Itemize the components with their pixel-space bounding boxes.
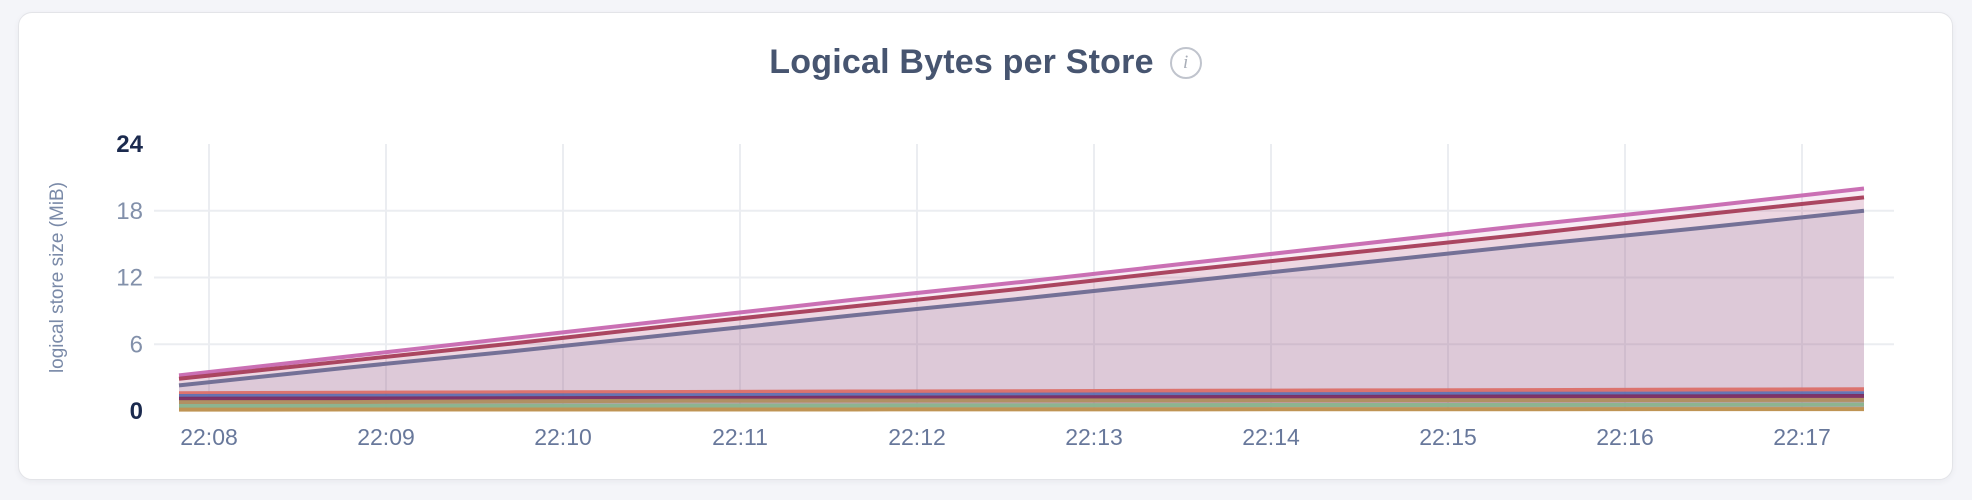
y-axis-tick: 0 [130,398,143,425]
chart-title: Logical Bytes per Store [769,43,1154,81]
series-line-7 [179,397,1865,405]
y-axis-tick: 6 [130,331,143,358]
x-axis-tick: 22:15 [1419,424,1477,450]
chart-header: Logical Bytes per Store i [19,43,1952,82]
series-area-3 [179,210,1864,411]
series-line-2 [178,195,1865,381]
series-line-4 [178,387,1865,396]
y-axis-tick: 24 [116,131,143,158]
x-axis-tick: 22:14 [1242,424,1300,450]
series-line-3 [178,208,1865,388]
series-line-6 [178,393,1865,401]
info-icon[interactable]: i [1169,46,1202,79]
chart-card: 24 18 12 6 0 22:08 22:09 22:10 22:11 22:12 22:13 22… [18,12,1953,480]
x-axis-tick: 22:10 [534,424,592,450]
series-line-8 [178,402,1865,408]
info-icon-glyph: i [1183,51,1189,73]
logical-bytes-per-store-chart[interactable]: 24 18 12 6 0 22:08 22:09 22:10 22:11 22:12 22:13 22… [19,13,1954,481]
series-area-2 [179,197,1864,411]
x-axis-tick: 22:16 [1596,424,1654,450]
series-line-9 [178,407,1864,412]
x-axis-tick: 22:11 [712,424,768,450]
y-axis-tick: 12 [116,265,143,292]
x-axis-tick: 22:13 [1065,424,1123,450]
x-axis-tick: 22:12 [888,424,946,450]
x-axis-tick: 22:09 [357,424,415,450]
series-line-5 [178,391,1865,398]
x-axis-tick: 22:17 [1773,424,1831,450]
series-line-1 [178,186,1865,378]
x-axis-tick: 22:08 [180,424,238,450]
y-axis-title: logical store size (MiB) [47,182,68,373]
y-axis-tick: 18 [116,198,143,225]
